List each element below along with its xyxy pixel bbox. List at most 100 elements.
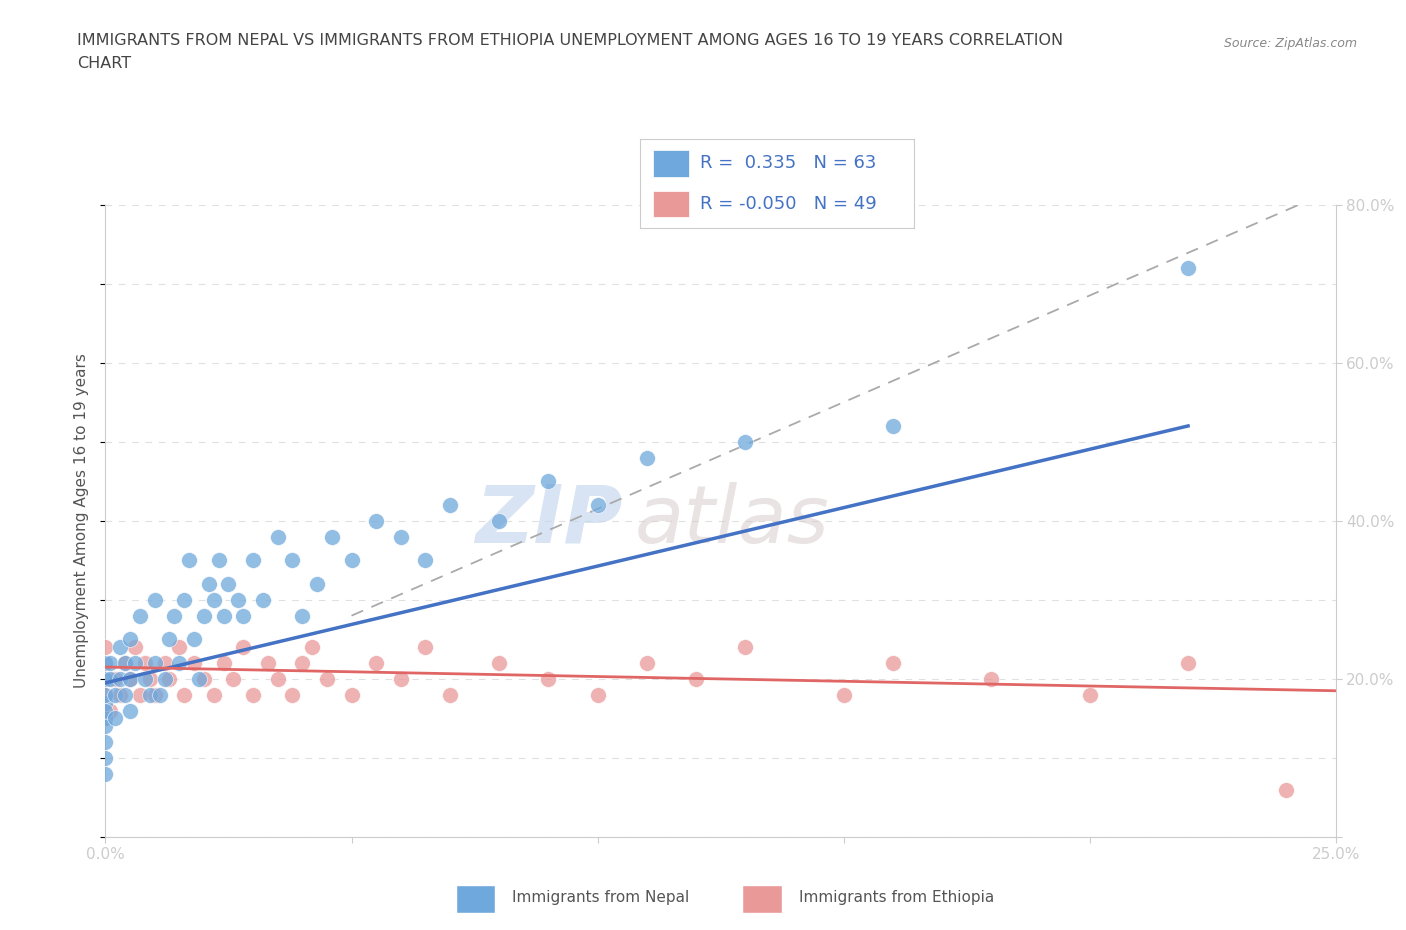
Point [537, 474, 560, 489]
Point [882, 418, 904, 433]
Point [267, 671, 290, 686]
Point [281, 553, 304, 568]
Point [212, 608, 235, 623]
Point [1177, 656, 1199, 671]
Point [110, 640, 132, 655]
Point [212, 656, 235, 671]
Point [94, 687, 117, 702]
Point [98, 703, 122, 718]
Point [222, 671, 245, 686]
Point [537, 671, 560, 686]
Point [685, 671, 707, 686]
Point [129, 608, 152, 623]
Point [104, 671, 127, 686]
Point [104, 687, 127, 702]
Text: R = -0.050   N = 49: R = -0.050 N = 49 [700, 195, 877, 213]
Point [98, 656, 122, 671]
Point [183, 632, 205, 647]
Point [301, 640, 323, 655]
Point [488, 656, 510, 671]
Point [193, 608, 215, 623]
Point [94, 751, 117, 765]
Point [636, 450, 658, 465]
Point [153, 671, 176, 686]
Point [153, 656, 176, 671]
Point [366, 513, 388, 528]
Text: Immigrants from Nepal: Immigrants from Nepal [512, 890, 689, 905]
Point [197, 577, 221, 591]
Bar [456, 885, 495, 913]
Point [120, 703, 141, 718]
Point [415, 553, 437, 568]
Point [120, 671, 141, 686]
Point [636, 656, 658, 671]
Point [94, 656, 117, 671]
Point [232, 608, 254, 623]
Point [124, 640, 146, 655]
Text: atlas: atlas [634, 482, 830, 560]
Point [389, 529, 412, 544]
Point [94, 711, 117, 726]
Point [232, 640, 254, 655]
Point [173, 592, 195, 607]
Y-axis label: Unemployment Among Ages 16 to 19 years: Unemployment Among Ages 16 to 19 years [75, 353, 90, 688]
Point [228, 592, 250, 607]
Point [252, 592, 274, 607]
Point [159, 632, 180, 647]
Point [163, 608, 186, 623]
Point [488, 513, 510, 528]
Point [980, 671, 1002, 686]
Point [439, 687, 461, 702]
Point [110, 687, 132, 702]
Point [202, 687, 225, 702]
Point [586, 687, 609, 702]
Point [415, 640, 437, 655]
Text: Source: ZipAtlas.com: Source: ZipAtlas.com [1223, 37, 1357, 50]
Point [321, 529, 343, 544]
Point [143, 687, 166, 702]
Point [439, 498, 461, 512]
Text: R =  0.335   N = 63: R = 0.335 N = 63 [700, 154, 876, 172]
Point [114, 687, 136, 702]
Point [94, 696, 117, 711]
Text: CHART: CHART [77, 56, 131, 71]
Point [169, 640, 191, 655]
Point [218, 577, 240, 591]
Point [202, 592, 225, 607]
Point [188, 671, 211, 686]
Point [143, 656, 166, 671]
Point [1078, 687, 1101, 702]
Point [281, 687, 304, 702]
Point [94, 671, 117, 686]
Point [149, 687, 172, 702]
Point [1177, 260, 1199, 275]
Point [291, 656, 314, 671]
Point [1275, 782, 1298, 797]
Point [586, 498, 609, 512]
Point [94, 766, 117, 781]
Point [114, 656, 136, 671]
Bar [654, 150, 689, 177]
Point [832, 687, 855, 702]
Point [124, 656, 146, 671]
Point [143, 592, 166, 607]
Point [94, 719, 117, 734]
Point [110, 671, 132, 686]
Point [159, 671, 180, 686]
Point [94, 656, 117, 671]
Point [307, 577, 329, 591]
Point [120, 632, 141, 647]
Point [340, 687, 363, 702]
Point [169, 656, 191, 671]
Point [94, 711, 117, 726]
Point [242, 553, 264, 568]
Point [98, 671, 122, 686]
Text: ZIP: ZIP [475, 482, 621, 560]
Point [179, 553, 201, 568]
Point [242, 687, 264, 702]
Point [134, 671, 156, 686]
Text: IMMIGRANTS FROM NEPAL VS IMMIGRANTS FROM ETHIOPIA UNEMPLOYMENT AMONG AGES 16 TO : IMMIGRANTS FROM NEPAL VS IMMIGRANTS FROM… [77, 33, 1063, 47]
Point [366, 656, 388, 671]
Point [193, 671, 215, 686]
Point [315, 671, 337, 686]
